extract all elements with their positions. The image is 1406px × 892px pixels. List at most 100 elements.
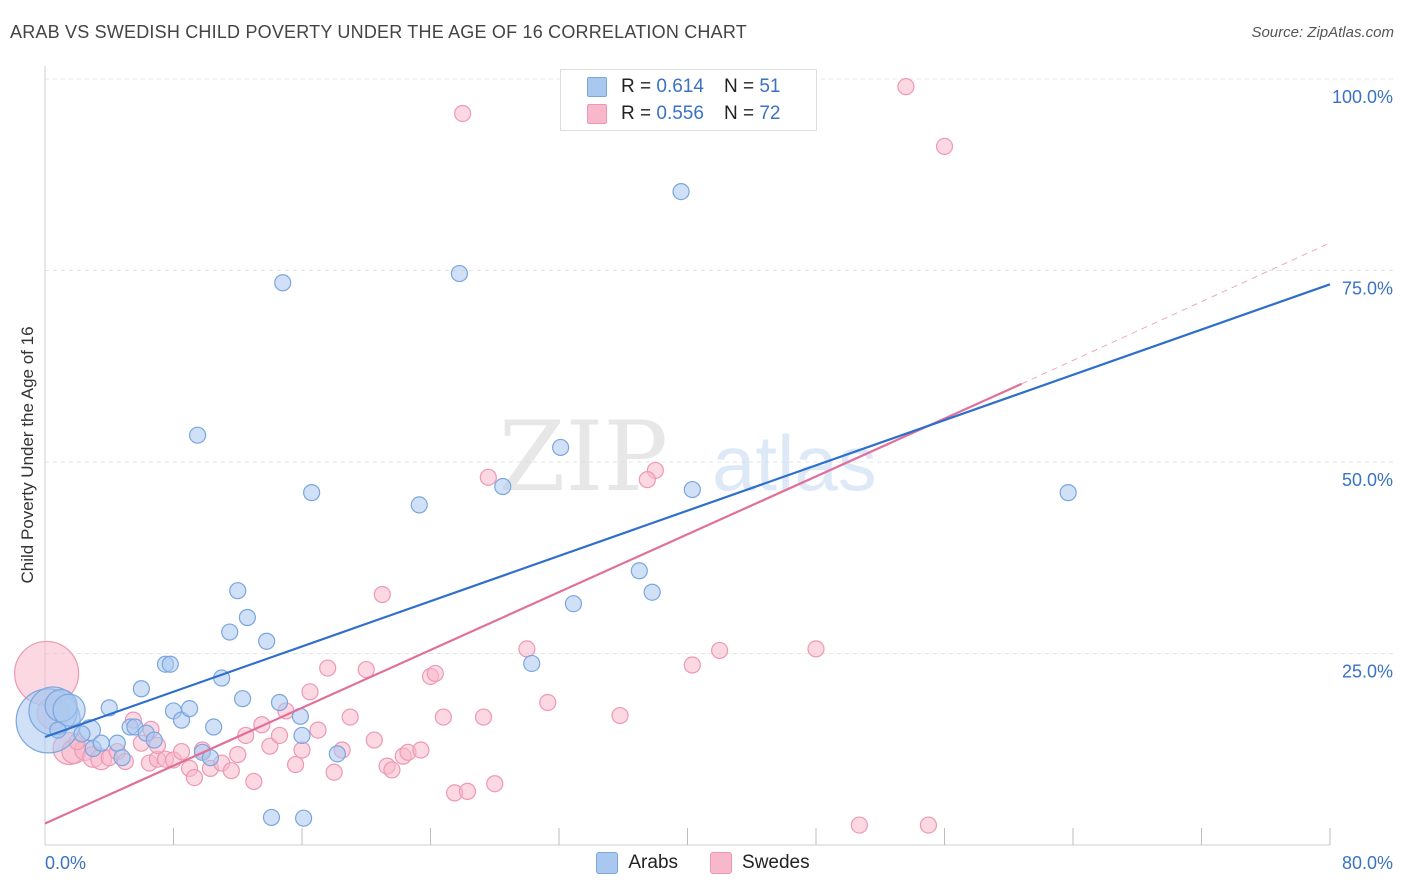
arabs-point [262, 808, 281, 827]
swedes-point [373, 585, 391, 604]
arabs-point [293, 726, 311, 745]
swedes-point [412, 741, 430, 759]
x-tick-label: 0.0% [45, 853, 86, 873]
legend-n-label: N = [723, 76, 755, 97]
swedes-point [486, 775, 504, 793]
stats-legend: R = 0.614 N = 51 R = 0.556 N = 72 [560, 69, 817, 131]
axes [44, 66, 1331, 846]
swedes-point [293, 741, 311, 759]
swedes-point [261, 737, 279, 755]
swedes-point [539, 693, 557, 712]
swedes-swatch [587, 104, 607, 124]
swedes-point [897, 78, 915, 96]
arabs-point [410, 496, 428, 514]
arabs-point [108, 734, 126, 752]
swedes-point [341, 708, 359, 726]
arabs-point [233, 690, 252, 708]
legend-label-swedes: Swedes [742, 852, 810, 873]
arabs-point [328, 745, 346, 763]
arabs-point [552, 438, 570, 457]
swedes-point [309, 721, 327, 739]
swedes-regression-extension [1021, 242, 1331, 385]
arabs-point [494, 477, 512, 496]
swedes-point [325, 763, 343, 781]
swedes-point [319, 659, 337, 677]
arabs-point [180, 700, 199, 718]
swedes-point [850, 816, 868, 834]
swedes-point [807, 640, 825, 658]
arabs-point [145, 731, 163, 749]
series-legend: Arabs Swedes [0, 852, 1406, 874]
arabs-point [238, 608, 256, 627]
swedes-point [365, 731, 383, 749]
arabs-point [221, 623, 239, 641]
arabs-point [258, 632, 276, 650]
source-label: Source: ZipAtlas.com [1251, 24, 1394, 41]
arabs-point [132, 680, 150, 698]
arabs-point [630, 562, 648, 580]
swedes-point [222, 762, 240, 780]
arabs-points [15, 183, 1077, 827]
arabs-point [161, 655, 179, 673]
x-tick-label: 80.0% [1342, 853, 1393, 873]
legend-item-arabs[interactable]: Arabs [596, 852, 678, 874]
swedes-point [919, 816, 938, 834]
legend-row-swedes: R = 0.556 N = 72 [587, 102, 780, 126]
arabs-point [683, 480, 701, 499]
swedes-point [479, 468, 497, 486]
arabs-point [92, 734, 110, 752]
arabs-point [205, 718, 223, 736]
arabs-point [73, 725, 91, 743]
legend-item-swedes[interactable]: Swedes [710, 852, 810, 874]
arabs-r-value: 0.614 [656, 76, 704, 97]
grid [45, 78, 1395, 654]
swedes-point [270, 726, 289, 745]
regression-lines [44, 242, 1331, 825]
swedes-point [683, 656, 701, 674]
arabs-point [229, 582, 247, 600]
y-tick-label: 50.0% [1342, 470, 1393, 490]
legend-r-label: R = [621, 76, 652, 97]
arabs-point [52, 693, 86, 727]
arabs-point [188, 426, 207, 444]
swedes-point [185, 768, 203, 787]
arabs-point [295, 809, 313, 827]
swedes-point [518, 640, 536, 658]
legend-r-label: R = [621, 103, 652, 124]
swedes-point [474, 708, 493, 726]
swedes-point [611, 706, 629, 725]
arabs-n-value: 51 [759, 76, 781, 97]
arabs-point [523, 654, 541, 673]
arabs-point [1059, 484, 1077, 502]
arabs-point [643, 583, 661, 601]
swedes-n-value: 72 [759, 103, 781, 124]
swedes-point [245, 772, 263, 791]
y-tick-label: 25.0% [1342, 662, 1393, 682]
legend-label-arabs: Arabs [628, 852, 679, 873]
swedes-point [454, 104, 472, 123]
tick-labels: 25.0% 50.0% 75.0% 100.0% 0.0% 80.0% [45, 87, 1393, 873]
arabs-swatch [596, 852, 619, 874]
swedes-point [711, 641, 729, 660]
arabs-point [303, 484, 321, 502]
arabs-regression-line [44, 283, 1331, 739]
y-tick-label: 75.0% [1342, 279, 1393, 299]
arabs-swatch [587, 77, 607, 97]
arabs-point [270, 693, 289, 712]
swedes-point [357, 660, 375, 679]
swedes-point [434, 708, 452, 726]
watermark-zip: ZIP [499, 401, 668, 513]
y-tick-label: 100.0% [1332, 87, 1393, 107]
arabs-point [672, 183, 690, 201]
swedes-point [458, 782, 477, 800]
swedes-point [301, 683, 319, 701]
arabs-point [113, 749, 131, 767]
legend-row-arabs: R = 0.614 N = 51 [587, 75, 780, 99]
swedes-regression-line [44, 382, 1023, 825]
chart-title: ARAB VS SWEDISH CHILD POVERTY UNDER THE … [10, 22, 747, 42]
swedes-point [426, 664, 444, 683]
swedes-r-value: 0.556 [656, 103, 704, 124]
arabs-point [450, 264, 469, 283]
arabs-point [274, 274, 292, 292]
